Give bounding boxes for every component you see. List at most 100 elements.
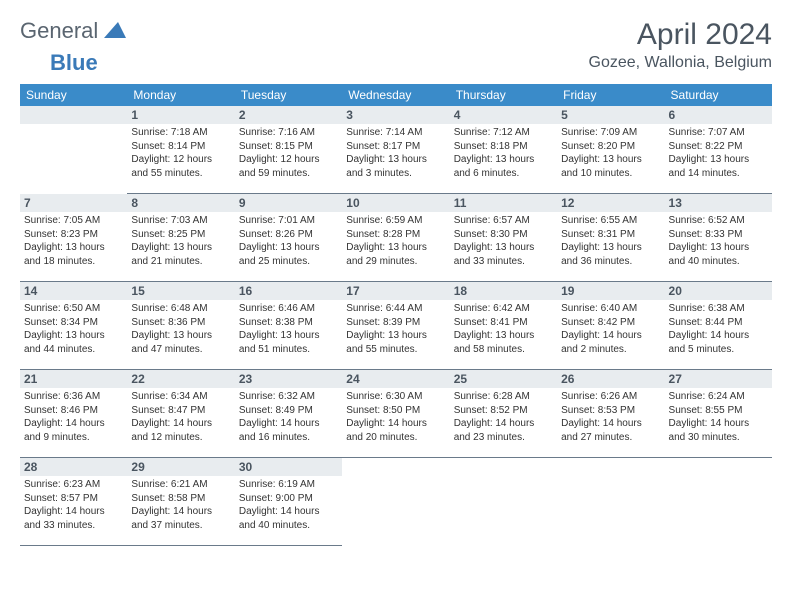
day-number: 25: [450, 370, 557, 388]
day-details: Sunrise: 6:19 AMSunset: 9:00 PMDaylight:…: [239, 478, 338, 532]
day-number: 5: [557, 106, 664, 124]
day-details: Sunrise: 6:21 AMSunset: 8:58 PMDaylight:…: [131, 478, 230, 532]
calendar-day-cell: [450, 458, 557, 546]
calendar-day-cell: 26Sunrise: 6:26 AMSunset: 8:53 PMDayligh…: [557, 370, 664, 458]
calendar-day-cell: 3 Sunrise: 7:14 AMSunset: 8:17 PMDaylight…: [342, 106, 449, 194]
day-number: 11: [450, 194, 557, 212]
calendar-day-cell: 15 Sunrise: 6:48 AMSunset: 8:36 PMDayligh…: [127, 282, 234, 370]
calendar-day-cell: 19 Sunrise: 6:40 AMSunset: 8:42 PMDayligh…: [557, 282, 664, 370]
day-details: Sunrise: 6:57 AMSunset: 8:30 PMDaylight:…: [454, 214, 553, 268]
day-details: Sunrise: 6:46 AMSunset: 8:38 PMDaylight:…: [239, 302, 338, 356]
day-details: Sunrise: 7:05 AMSunset: 8:23 PMDaylight:…: [24, 214, 123, 268]
day-details: Sunrise: 6:28 AMSunset: 8:52 PMDaylight:…: [454, 390, 553, 444]
calendar-day-cell: 25 Sunrise: 6:28 AMSunset: 8:52 PMDayligh…: [450, 370, 557, 458]
day-number: 27: [665, 370, 772, 388]
calendar-day-cell: [665, 458, 772, 546]
day-details: Sunrise: 6:34 AMSunset: 8:47 PMDaylight:…: [131, 390, 230, 444]
day-details: Sunrise: 7:09 AMSunset: 8:20 PMDaylight:…: [561, 126, 660, 180]
calendar-day-cell: 21 Sunrise: 6:36 AMSunset: 8:46 PMDayligh…: [20, 370, 127, 458]
day-number: 15: [127, 282, 234, 300]
day-details: Sunrise: 6:32 AMSunset: 8:49 PMDaylight:…: [239, 390, 338, 444]
calendar-day-cell: 18 Sunrise: 6:42 AMSunset: 8:41 PMDayligh…: [450, 282, 557, 370]
calendar-day-cell: 20 Sunrise: 6:38 AMSunset: 8:44 PMDayligh…: [665, 282, 772, 370]
day-number: 28: [20, 458, 127, 476]
day-details: Sunrise: 6:26 AMSunset: 8:53 PMDaylight:…: [561, 390, 660, 444]
calendar-day-cell: 7 Sunrise: 7:05 AMSunset: 8:23 PMDaylight…: [20, 194, 127, 282]
weekday-header: Saturday: [665, 84, 772, 106]
day-number: 14: [20, 282, 127, 300]
calendar-day-cell: 9 Sunrise: 7:01 AMSunset: 8:26 PMDaylight…: [235, 194, 342, 282]
day-details: Sunrise: 6:24 AMSunset: 8:55 PMDaylight:…: [669, 390, 768, 444]
calendar-table: Sunday Monday Tuesday Wednesday Thursday…: [20, 84, 772, 546]
calendar-week-row: 28 Sunrise: 6:23 AMSunset: 8:57 PMDayligh…: [20, 458, 772, 546]
day-number: 8: [127, 194, 234, 212]
day-details: Sunrise: 6:59 AMSunset: 8:28 PMDaylight:…: [346, 214, 445, 268]
weekday-header: Wednesday: [342, 84, 449, 106]
calendar-day-cell: 5 Sunrise: 7:09 AMSunset: 8:20 PMDaylight…: [557, 106, 664, 194]
weekday-header-row: Sunday Monday Tuesday Wednesday Thursday…: [20, 84, 772, 106]
weekday-header: Tuesday: [235, 84, 342, 106]
day-number: 10: [342, 194, 449, 212]
day-details: Sunrise: 7:03 AMSunset: 8:25 PMDaylight:…: [131, 214, 230, 268]
logo: General: [20, 18, 128, 44]
day-details: Sunrise: 6:23 AMSunset: 8:57 PMDaylight:…: [24, 478, 123, 532]
day-number: 23: [235, 370, 342, 388]
day-number: 9: [235, 194, 342, 212]
day-details: Sunrise: 7:07 AMSunset: 8:22 PMDaylight:…: [669, 126, 768, 180]
day-details: Sunrise: 6:52 AMSunset: 8:33 PMDaylight:…: [669, 214, 768, 268]
calendar-day-cell: 23 Sunrise: 6:32 AMSunset: 8:49 PMDayligh…: [235, 370, 342, 458]
day-details: Sunrise: 7:18 AMSunset: 8:14 PMDaylight:…: [131, 126, 230, 180]
day-number: 19: [557, 282, 664, 300]
day-details: Sunrise: 6:55 AMSunset: 8:31 PMDaylight:…: [561, 214, 660, 268]
day-number: 12: [557, 194, 664, 212]
calendar-day-cell: [20, 106, 127, 194]
calendar-day-cell: [342, 458, 449, 546]
day-number: 2: [235, 106, 342, 124]
calendar-day-cell: 11 Sunrise: 6:57 AMSunset: 8:30 PMDayligh…: [450, 194, 557, 282]
day-number: 6: [665, 106, 772, 124]
logo-text-general: General: [20, 18, 98, 44]
day-details: Sunrise: 6:48 AMSunset: 8:36 PMDaylight:…: [131, 302, 230, 356]
calendar-day-cell: 10 Sunrise: 6:59 AMSunset: 8:28 PMDayligh…: [342, 194, 449, 282]
calendar-week-row: 14Sunrise: 6:50 AMSunset: 8:34 PMDayligh…: [20, 282, 772, 370]
day-number: 17: [342, 282, 449, 300]
day-details: Sunrise: 6:42 AMSunset: 8:41 PMDaylight:…: [454, 302, 553, 356]
weekday-header: Monday: [127, 84, 234, 106]
day-number: 18: [450, 282, 557, 300]
day-number: 22: [127, 370, 234, 388]
day-details: Sunrise: 7:01 AMSunset: 8:26 PMDaylight:…: [239, 214, 338, 268]
day-details: Sunrise: 6:40 AMSunset: 8:42 PMDaylight:…: [561, 302, 660, 356]
calendar-day-cell: 24 Sunrise: 6:30 AMSunset: 8:50 PMDayligh…: [342, 370, 449, 458]
calendar-day-cell: 14Sunrise: 6:50 AMSunset: 8:34 PMDayligh…: [20, 282, 127, 370]
day-details: Sunrise: 6:38 AMSunset: 8:44 PMDaylight:…: [669, 302, 768, 356]
calendar-week-row: 21 Sunrise: 6:36 AMSunset: 8:46 PMDayligh…: [20, 370, 772, 458]
calendar-day-cell: 17 Sunrise: 6:44 AMSunset: 8:39 PMDayligh…: [342, 282, 449, 370]
day-number: 20: [665, 282, 772, 300]
calendar-day-cell: 28 Sunrise: 6:23 AMSunset: 8:57 PMDayligh…: [20, 458, 127, 546]
day-number: 3: [342, 106, 449, 124]
day-number: 29: [127, 458, 234, 476]
day-number: 21: [20, 370, 127, 388]
day-number: 16: [235, 282, 342, 300]
day-number: 7: [20, 194, 127, 212]
month-title: April 2024: [589, 18, 773, 52]
day-details: Sunrise: 6:44 AMSunset: 8:39 PMDaylight:…: [346, 302, 445, 356]
day-number: 4: [450, 106, 557, 124]
day-details: Sunrise: 6:36 AMSunset: 8:46 PMDaylight:…: [24, 390, 123, 444]
calendar-day-cell: 27 Sunrise: 6:24 AMSunset: 8:55 PMDayligh…: [665, 370, 772, 458]
calendar-day-cell: 30 Sunrise: 6:19 AMSunset: 9:00 PMDayligh…: [235, 458, 342, 546]
logo-text-blue: Blue: [20, 50, 772, 76]
day-number: 24: [342, 370, 449, 388]
day-details: Sunrise: 6:30 AMSunset: 8:50 PMDaylight:…: [346, 390, 445, 444]
day-number: 30: [235, 458, 342, 476]
weekday-header: Friday: [557, 84, 664, 106]
weekday-header: Thursday: [450, 84, 557, 106]
calendar-day-cell: 4Sunrise: 7:12 AMSunset: 8:18 PMDaylight…: [450, 106, 557, 194]
calendar-day-cell: 13Sunrise: 6:52 AMSunset: 8:33 PMDayligh…: [665, 194, 772, 282]
calendar-day-cell: 16 Sunrise: 6:46 AMSunset: 8:38 PMDayligh…: [235, 282, 342, 370]
calendar-day-cell: 1Sunrise: 7:18 AMSunset: 8:14 PMDaylight…: [127, 106, 234, 194]
calendar-day-cell: 2Sunrise: 7:16 AMSunset: 8:15 PMDaylight…: [235, 106, 342, 194]
logo-triangle-icon: [104, 18, 126, 44]
day-details: Sunrise: 7:14 AMSunset: 8:17 PMDaylight:…: [346, 126, 445, 180]
calendar-week-row: 1Sunrise: 7:18 AMSunset: 8:14 PMDaylight…: [20, 106, 772, 194]
